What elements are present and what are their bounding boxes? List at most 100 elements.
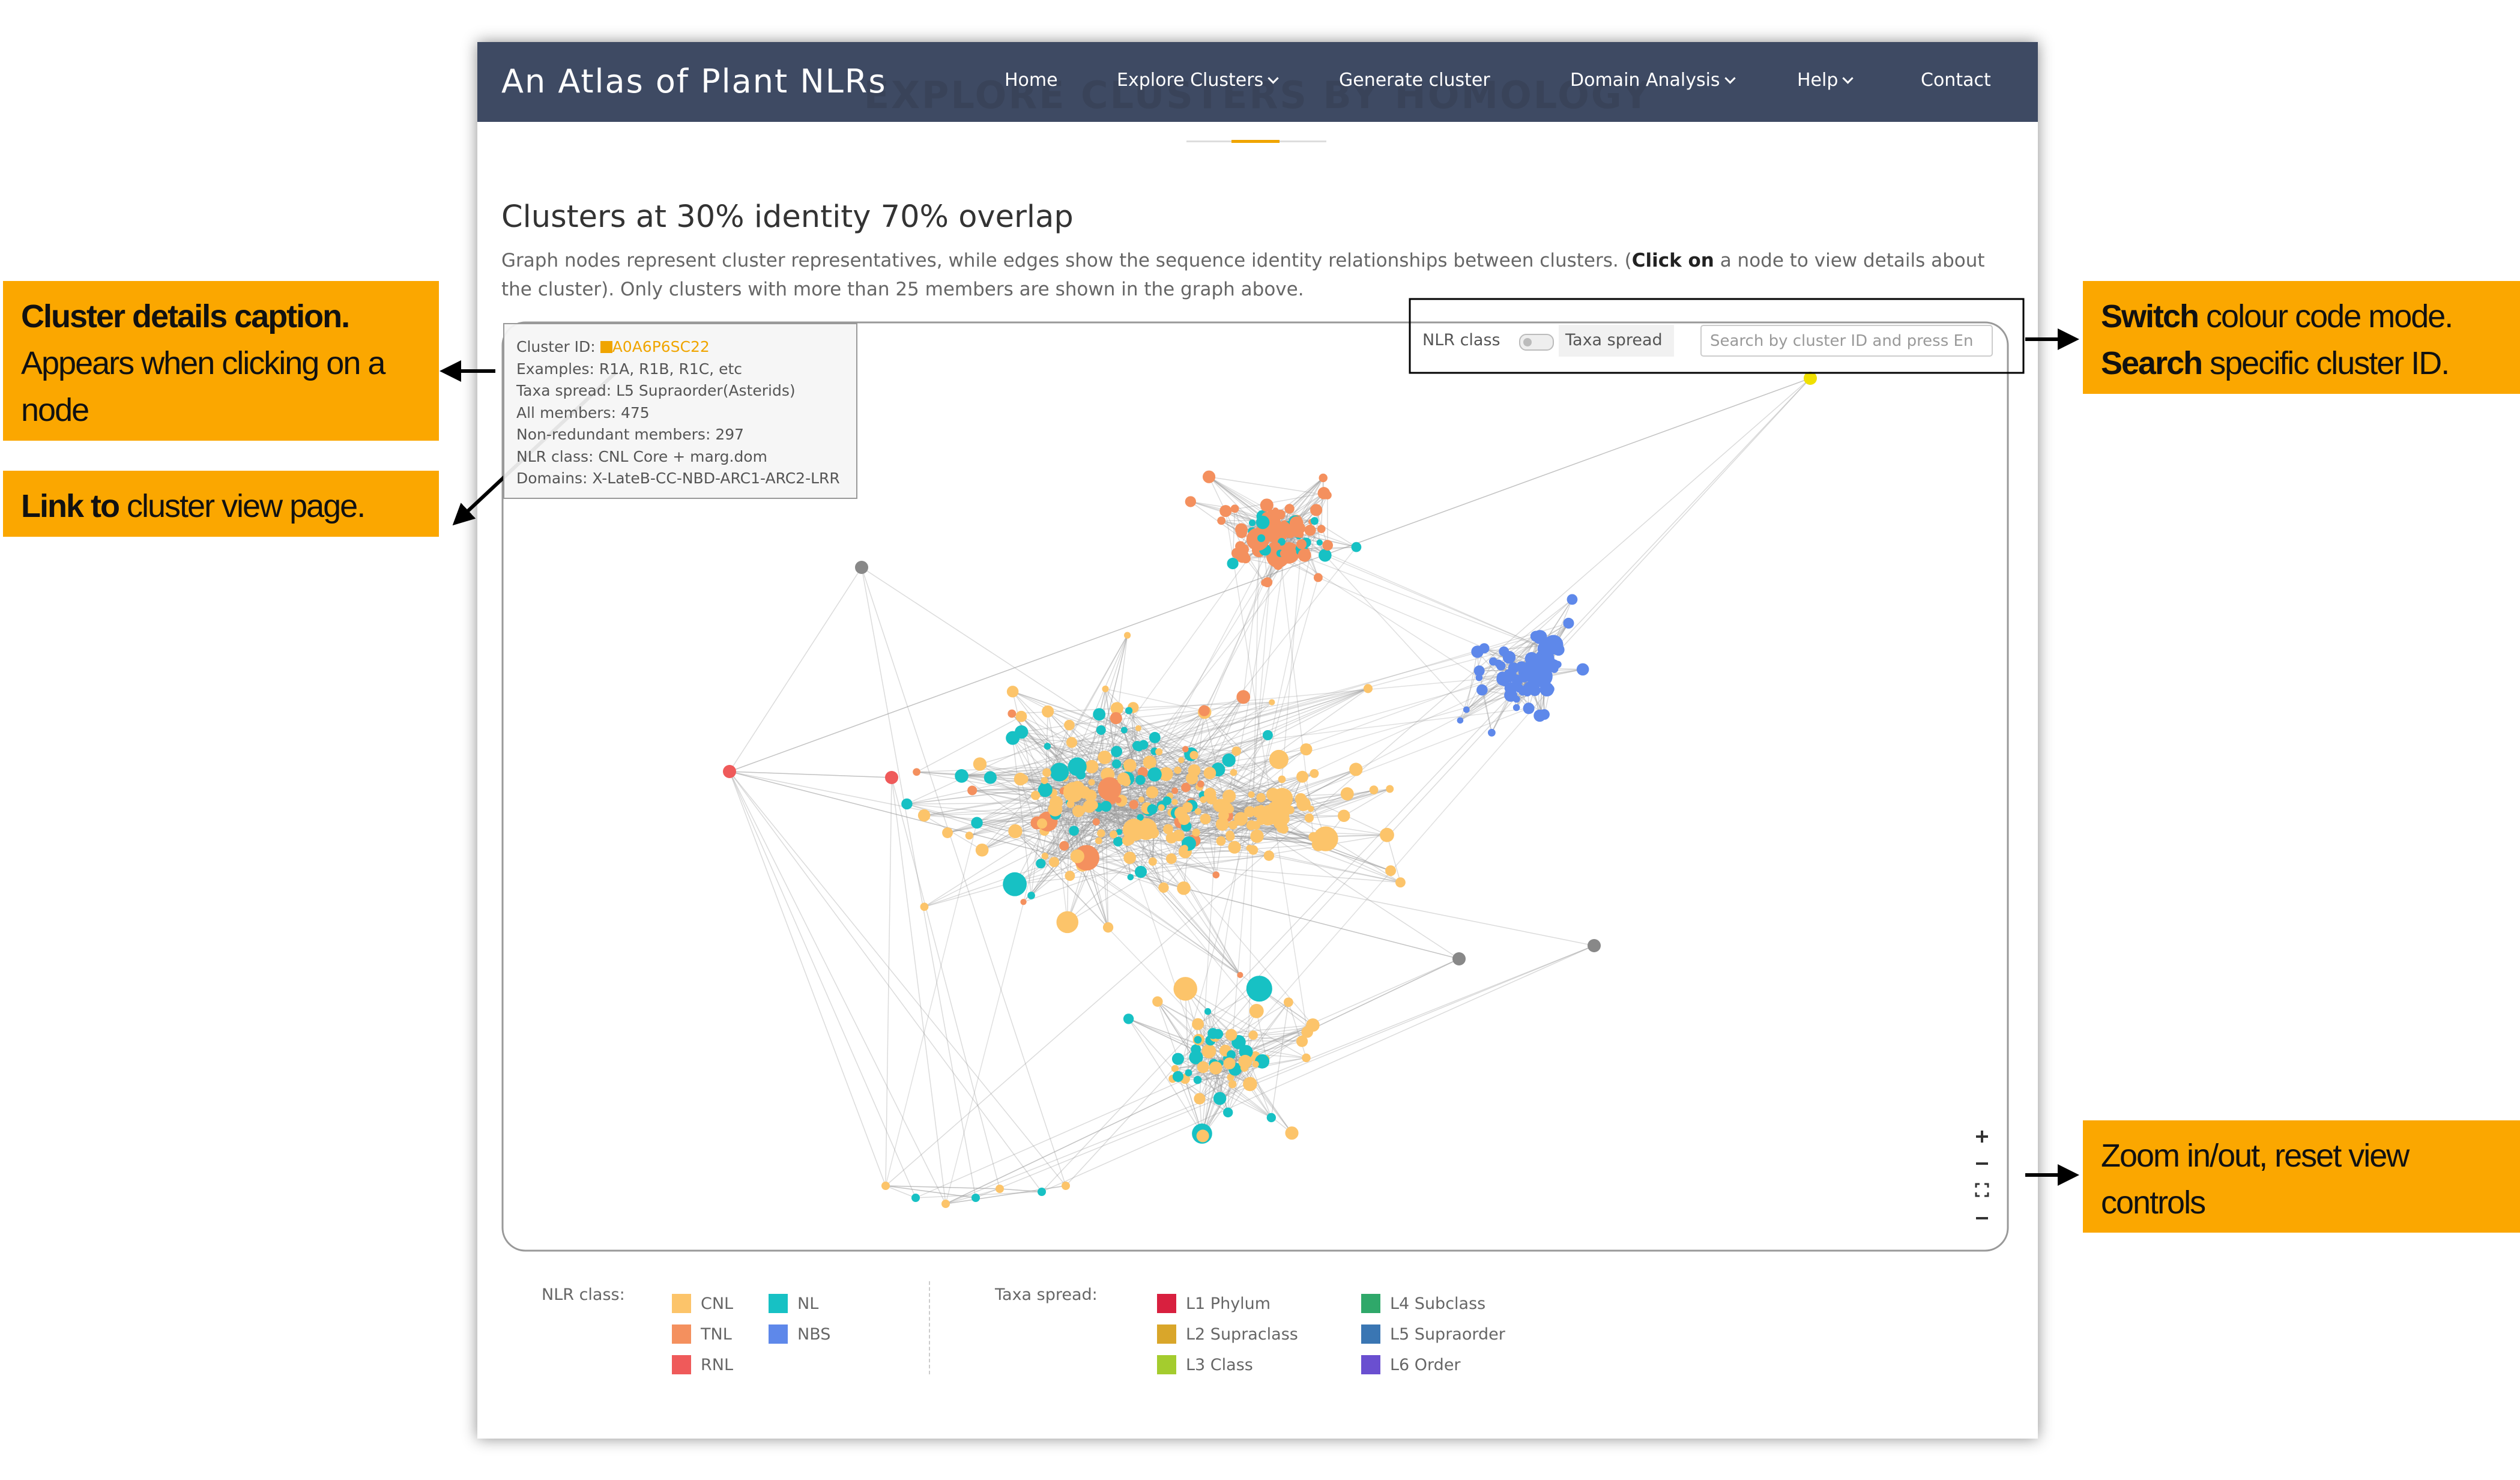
- cluster-node[interactable]: [1194, 1093, 1206, 1105]
- cluster-node[interactable]: [1278, 775, 1286, 784]
- cluster-node[interactable]: [1234, 812, 1248, 826]
- cluster-node[interactable]: [1101, 800, 1112, 812]
- cluster-node[interactable]: [1097, 829, 1105, 838]
- cluster-node[interactable]: [973, 757, 987, 771]
- cluster-node[interactable]: [1313, 826, 1338, 851]
- cluster-node[interactable]: [1134, 865, 1147, 878]
- cluster-node[interactable]: [1038, 1188, 1046, 1196]
- cluster-node[interactable]: [723, 765, 736, 778]
- cluster-node[interactable]: [1452, 952, 1466, 965]
- cluster-node[interactable]: [1532, 630, 1547, 644]
- cluster-node[interactable]: [1117, 772, 1130, 785]
- nav-home[interactable]: Home: [1005, 70, 1058, 91]
- cluster-node[interactable]: [1310, 769, 1319, 778]
- cluster-node[interactable]: [1322, 540, 1334, 551]
- cluster-node[interactable]: [1216, 836, 1226, 846]
- cluster-node[interactable]: [1116, 829, 1123, 835]
- cluster-node[interactable]: [1137, 767, 1148, 778]
- cluster-node[interactable]: [1316, 539, 1323, 546]
- cluster-node[interactable]: [1158, 804, 1165, 811]
- cluster-node[interactable]: [1319, 549, 1332, 562]
- cluster-node[interactable]: [1225, 832, 1235, 841]
- cluster-node[interactable]: [1266, 800, 1290, 824]
- cluster-node[interactable]: [1269, 749, 1289, 769]
- cluster-node[interactable]: [1528, 656, 1543, 671]
- cluster-node[interactable]: [1280, 549, 1289, 558]
- cluster-node[interactable]: [1127, 874, 1134, 881]
- cluster-node[interactable]: [1085, 760, 1099, 774]
- cluster-node[interactable]: [1238, 1054, 1252, 1069]
- cluster-node[interactable]: [971, 1194, 980, 1202]
- cluster-node[interactable]: [1236, 527, 1247, 539]
- cluster-node[interactable]: [1248, 791, 1255, 798]
- cluster-node[interactable]: [1576, 663, 1589, 676]
- cluster-node[interactable]: [1246, 820, 1257, 830]
- cluster-node[interactable]: [1473, 665, 1485, 677]
- cluster-node[interactable]: [1228, 841, 1241, 854]
- cluster-node[interactable]: [1113, 836, 1123, 847]
- cluster-node[interactable]: [1194, 808, 1201, 815]
- cluster-node[interactable]: [1248, 1030, 1258, 1040]
- cluster-node[interactable]: [1098, 777, 1122, 801]
- cluster-node[interactable]: [1147, 827, 1159, 839]
- cluster-node[interactable]: [1030, 791, 1041, 800]
- cluster-node[interactable]: [1111, 746, 1123, 758]
- cluster-node[interactable]: [1123, 632, 1131, 639]
- cluster-node[interactable]: [1212, 871, 1220, 878]
- cluster-node[interactable]: [1463, 706, 1470, 713]
- cluster-node[interactable]: [975, 843, 989, 857]
- cluster-node[interactable]: [1068, 757, 1087, 776]
- cluster-node[interactable]: [1395, 877, 1406, 888]
- cluster-node[interactable]: [1102, 922, 1114, 933]
- cluster-node[interactable]: [1064, 719, 1075, 731]
- cluster-node[interactable]: [1284, 504, 1295, 514]
- cluster-node[interactable]: [967, 785, 977, 796]
- cluster-node[interactable]: [1110, 830, 1118, 839]
- cluster-node[interactable]: [1502, 651, 1516, 664]
- nav-label[interactable]: Generate cluster: [1339, 70, 1490, 91]
- nav-domain[interactable]: Domain Analysis: [1570, 70, 1736, 91]
- cluster-node[interactable]: [1137, 814, 1144, 821]
- cluster-node[interactable]: [1301, 1026, 1313, 1038]
- cluster-node[interactable]: [1512, 695, 1520, 703]
- cluster-node[interactable]: [1269, 699, 1275, 705]
- cluster-node[interactable]: [1173, 977, 1197, 1001]
- cluster-node[interactable]: [1244, 806, 1255, 818]
- cluster-node[interactable]: [1189, 751, 1198, 760]
- cluster-node[interactable]: [1304, 813, 1314, 823]
- cluster-node[interactable]: [1539, 709, 1550, 720]
- cluster-node[interactable]: [1302, 1053, 1311, 1063]
- cluster-node[interactable]: [1174, 806, 1188, 820]
- mode-switch[interactable]: [1519, 334, 1554, 351]
- cluster-node[interactable]: [1215, 817, 1229, 831]
- cluster-node[interactable]: [1191, 1044, 1201, 1055]
- cluster-node[interactable]: [1194, 1036, 1202, 1044]
- cluster-node[interactable]: [1102, 685, 1109, 693]
- cluster-node[interactable]: [1155, 748, 1163, 756]
- cluster-node[interactable]: [941, 1200, 950, 1208]
- cluster-node[interactable]: [1204, 787, 1216, 800]
- cluster-node[interactable]: [1567, 594, 1578, 605]
- cluster-node[interactable]: [1213, 1092, 1227, 1105]
- cluster-node[interactable]: [881, 1182, 890, 1190]
- cluster-node[interactable]: [1227, 557, 1239, 570]
- cluster-node[interactable]: [1222, 753, 1236, 767]
- cluster-node[interactable]: [1252, 1060, 1259, 1068]
- cluster-node[interactable]: [1283, 527, 1295, 538]
- cluster-node[interactable]: [1036, 859, 1046, 869]
- cluster-node[interactable]: [1223, 1107, 1233, 1118]
- cluster-node[interactable]: [1044, 743, 1051, 750]
- cluster-node[interactable]: [1147, 804, 1158, 815]
- cluster-node[interactable]: [1201, 1044, 1216, 1059]
- cluster-node[interactable]: [1283, 997, 1293, 1007]
- cluster-node[interactable]: [1537, 642, 1552, 656]
- cluster-node[interactable]: [1146, 820, 1153, 827]
- cluster-node[interactable]: [1171, 799, 1178, 806]
- cluster-node[interactable]: [1069, 826, 1079, 836]
- cluster-node[interactable]: [1135, 775, 1146, 785]
- cluster-node[interactable]: [1243, 1077, 1257, 1092]
- cluster-node[interactable]: [1488, 657, 1497, 666]
- cluster-node[interactable]: [1149, 732, 1161, 743]
- cluster-node[interactable]: [1165, 832, 1177, 844]
- cluster-node[interactable]: [1163, 824, 1174, 835]
